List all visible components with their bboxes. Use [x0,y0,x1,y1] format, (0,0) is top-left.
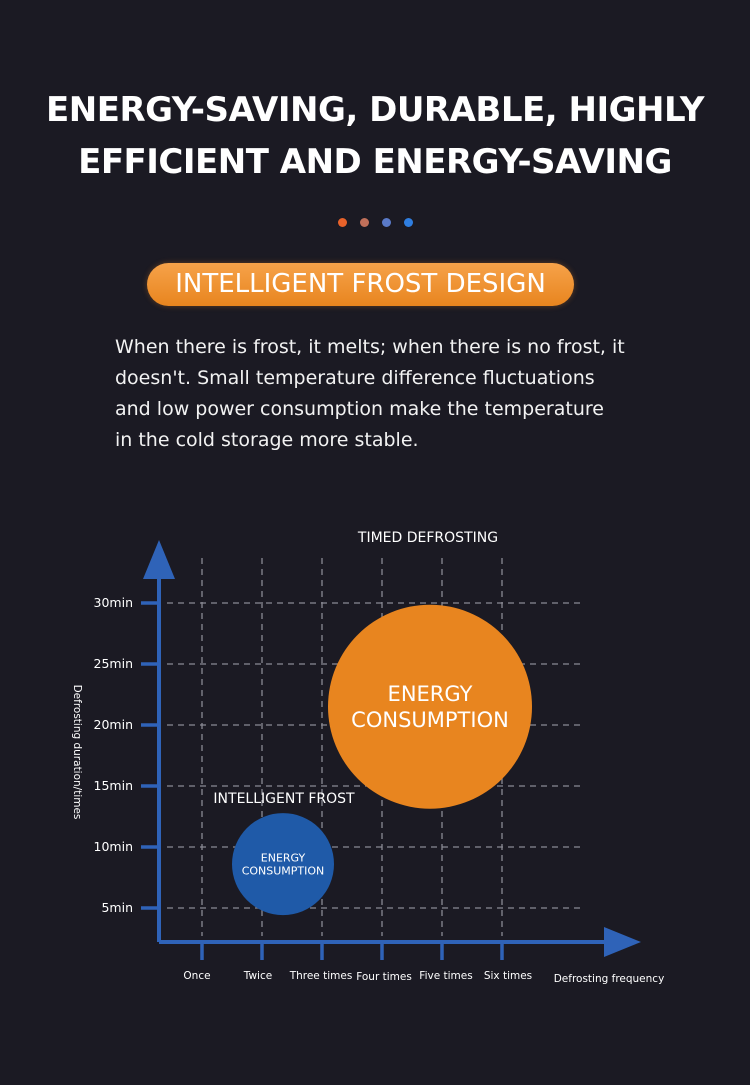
series-label-timed-defrosting: TIMED DEFROSTING [357,530,498,546]
bubble-label: ENERGY [388,682,473,706]
y-tick-label: 25min [94,656,133,671]
dot-4 [403,218,413,227]
dot-2 [359,218,369,227]
headline-line-2: EFFICIENT AND ENERGY-SAVING [78,142,672,182]
x-axis-arrow-icon [604,927,641,957]
x-tick-label: Once [183,970,210,982]
bubble-label: CONSUMPTION [242,864,325,877]
x-tick-label: Three times [289,970,353,982]
bubble-chart: 5min 10min 15min 20min 25min 30min Once Twice Th… [71,530,665,985]
timed-defrosting-bubble [328,604,532,809]
y-tick-label: 5min [101,900,133,915]
page-headline: ENERGY-SAVING, DURABLE, HIGHLY EFFICIENT… [0,84,750,188]
series-label-intelligent-frost: INTELLIGENT FROST [213,791,355,807]
bubble-label: ENERGY [261,851,306,864]
x-tick-label: Four times [356,971,412,983]
y-tick-label: 20min [94,717,133,732]
x-tick-label: Five times [419,970,472,982]
section-description: When there is frost, it melts; when ther… [115,336,625,451]
y-axis-arrow-icon [143,540,175,579]
y-tick-label: 10min [94,839,133,854]
intelligent-frost-bubble [232,813,334,916]
y-tick-label: 30min [94,595,133,610]
x-tick-label: Six times [484,970,532,982]
x-axis-title: Defrosting frequency [554,973,665,985]
dot-3 [381,218,391,227]
headline-line-1: ENERGY-SAVING, DURABLE, HIGHLY [46,90,704,130]
y-axis-title: Defrosting duration/times [71,685,83,820]
dot-1 [337,218,347,227]
x-tick-label: Twice [243,970,272,982]
y-tick-label: 15min [94,778,133,793]
decorative-dots [0,218,750,227]
bubble-label: CONSUMPTION [351,708,509,732]
section-title-pill: INTELLIGENT FROST DESIGN [147,263,574,306]
